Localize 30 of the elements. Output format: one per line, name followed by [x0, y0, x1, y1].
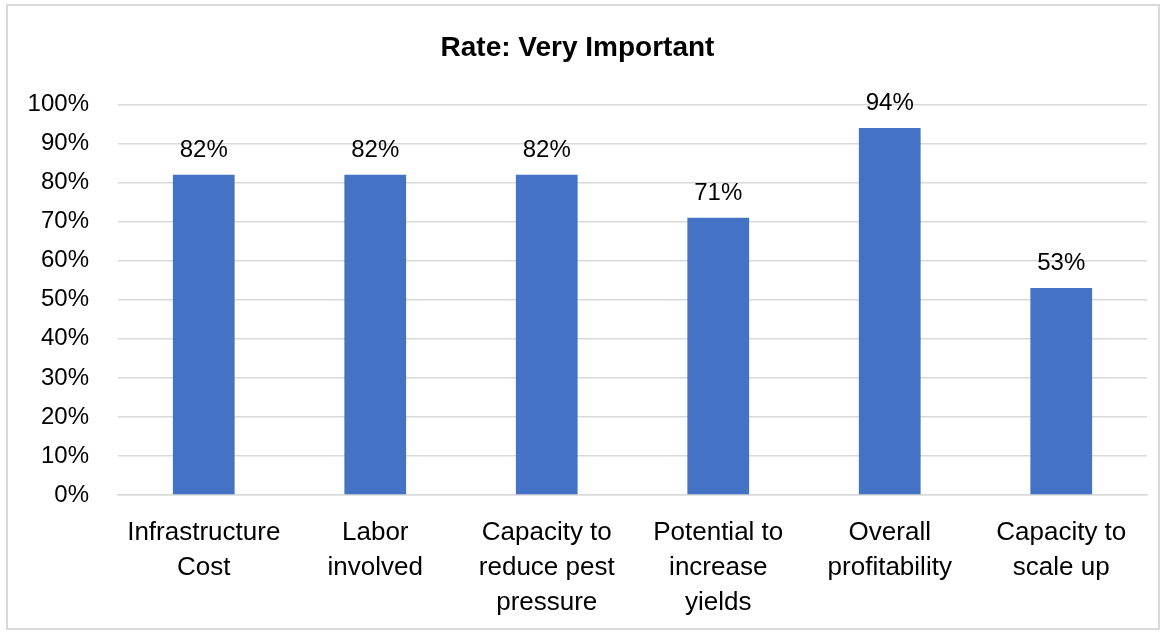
y-tick-label: 70% [40, 206, 89, 234]
chart-title: Rate: Very Important [440, 30, 715, 62]
x-tick-label: Overall profitability [827, 515, 952, 581]
bar [172, 174, 235, 495]
y-tick-label: 30% [40, 362, 89, 390]
data-label: 82% [179, 134, 228, 162]
y-tick-label: 50% [40, 284, 89, 312]
x-tick-label: Capacity to scale up [996, 515, 1127, 581]
y-tick-label: 0% [54, 479, 89, 507]
data-label: 71% [694, 177, 743, 205]
data-label: 94% [865, 88, 914, 116]
y-tick-label: 10% [40, 440, 89, 468]
data-label: 53% [1037, 248, 1086, 276]
bar [344, 174, 407, 495]
bar [687, 217, 750, 495]
x-tick-label: Labor involved [327, 515, 423, 581]
bar [858, 128, 921, 495]
y-tick-label: 40% [40, 323, 89, 351]
bar [515, 174, 578, 495]
y-tick-label: 20% [40, 401, 89, 429]
y-tick-label: 80% [40, 167, 89, 195]
bar [1030, 288, 1093, 495]
x-tick-label: Potential to increase yields [653, 515, 784, 616]
y-tick-label: 90% [40, 128, 89, 156]
y-tick-label: 100% [27, 89, 89, 117]
data-label: 82% [351, 134, 400, 162]
y-tick-label: 60% [40, 245, 89, 273]
x-tick-label: Infrastructure Cost [127, 515, 281, 581]
x-tick-label: Capacity to reduce pest pressure [478, 515, 616, 616]
data-label: 82% [522, 134, 571, 162]
